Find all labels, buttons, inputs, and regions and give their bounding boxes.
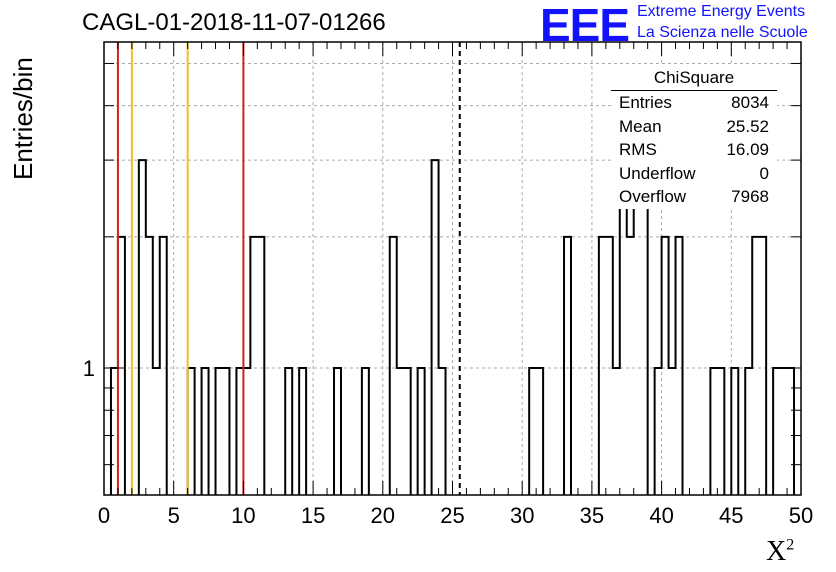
histogram-bin: [146, 237, 153, 495]
histogram-bin: [188, 368, 195, 495]
histogram-bin: [397, 368, 404, 495]
stats-label: Overflow: [619, 187, 687, 206]
stats-row-underflow: Underflow 0: [611, 162, 777, 186]
stats-row-rms: RMS 16.09: [611, 138, 777, 162]
histogram-bin: [536, 368, 543, 495]
histogram-bin: [606, 237, 613, 495]
histogram-bin: [362, 368, 369, 495]
x-axis-label: X2: [766, 536, 794, 568]
stats-label: Mean: [619, 116, 662, 136]
histogram-bin: [153, 368, 160, 495]
histogram-bin: [257, 237, 264, 495]
histogram-bin: [752, 237, 759, 495]
histogram-bin: [662, 237, 669, 495]
histogram-bin: [669, 368, 676, 495]
histogram-bin: [627, 237, 634, 495]
x-tick-label: 20: [371, 503, 395, 528]
histogram-bin: [243, 368, 250, 495]
histogram-bin: [334, 368, 341, 495]
histogram-bin: [299, 368, 306, 495]
x-axis-label-superscript: 2: [786, 536, 795, 554]
histogram-bin: [236, 368, 243, 495]
logo-line-2: La Scienza nelle Scuole: [637, 24, 808, 41]
histogram-bin: [731, 368, 738, 495]
logo-line-1: Extreme Energy Events: [637, 3, 806, 20]
y-axis-label: Entries/bin: [8, 57, 38, 180]
histogram-bin: [773, 368, 780, 495]
histogram-bin: [599, 237, 606, 495]
stats-row-overflow: Overflow 7968: [611, 185, 777, 209]
histogram-bin: [432, 160, 439, 495]
histogram-bin: [118, 237, 125, 495]
histogram-bin: [404, 368, 411, 495]
histogram-bin: [222, 368, 229, 495]
x-tick-label: 15: [301, 503, 325, 528]
histogram-bin: [787, 368, 794, 495]
x-tick-label: 40: [649, 503, 673, 528]
stats-value: 0: [759, 163, 769, 183]
stats-value: 7968: [731, 187, 769, 206]
histogram-bin: [613, 368, 620, 495]
histogram-bin: [620, 160, 627, 495]
x-tick-label: 35: [580, 503, 604, 528]
histogram-bin: [759, 237, 766, 495]
histogram-bin: [745, 368, 752, 495]
stats-label: Underflow: [619, 163, 696, 183]
stats-value: 25.52: [726, 116, 769, 136]
x-tick-label: 50: [789, 503, 813, 528]
x-axis-label-symbol: X: [766, 536, 787, 567]
histogram-bin: [418, 368, 425, 495]
histogram-bin: [710, 368, 717, 495]
histogram-bin: [439, 368, 446, 495]
stats-label: RMS: [619, 140, 657, 159]
x-tick-label: 25: [440, 503, 464, 528]
stats-box: ChiSquare Entries 8034 Mean 25.52 RMS 16…: [611, 66, 777, 209]
stats-label: Entries: [619, 93, 672, 112]
histogram-bin: [160, 237, 167, 495]
stats-value: 16.09: [726, 140, 769, 159]
histogram-bin: [250, 237, 257, 495]
histogram-bin: [390, 237, 397, 495]
histogram-bin: [285, 368, 292, 495]
stats-row-mean: Mean 25.52: [611, 115, 777, 139]
plot-title: CAGL-01-2018-11-07-01266: [82, 9, 386, 36]
x-tick-label: 5: [168, 503, 180, 528]
stats-row-entries: Entries 8034: [611, 91, 777, 115]
histogram-bin: [676, 237, 683, 495]
eee-logo: EEE: [540, 0, 630, 51]
histogram-bin: [216, 368, 223, 495]
y-tick-label: 1: [83, 356, 95, 381]
x-tick-label: 45: [719, 503, 743, 528]
stats-title: ChiSquare: [611, 66, 777, 91]
histogram-bin: [641, 160, 648, 495]
histogram-bin: [529, 368, 536, 495]
histogram-bin: [717, 368, 724, 495]
histogram-bin: [655, 368, 662, 495]
stats-value: 8034: [731, 93, 769, 112]
x-tick-label: 10: [231, 503, 255, 528]
histogram-bin: [202, 368, 209, 495]
histogram-bin: [111, 368, 118, 495]
x-tick-label: 30: [510, 503, 534, 528]
histogram-bin: [564, 237, 571, 495]
x-tick-label: 0: [98, 503, 110, 528]
histogram-bin: [139, 160, 146, 495]
histogram-bin: [780, 368, 787, 495]
